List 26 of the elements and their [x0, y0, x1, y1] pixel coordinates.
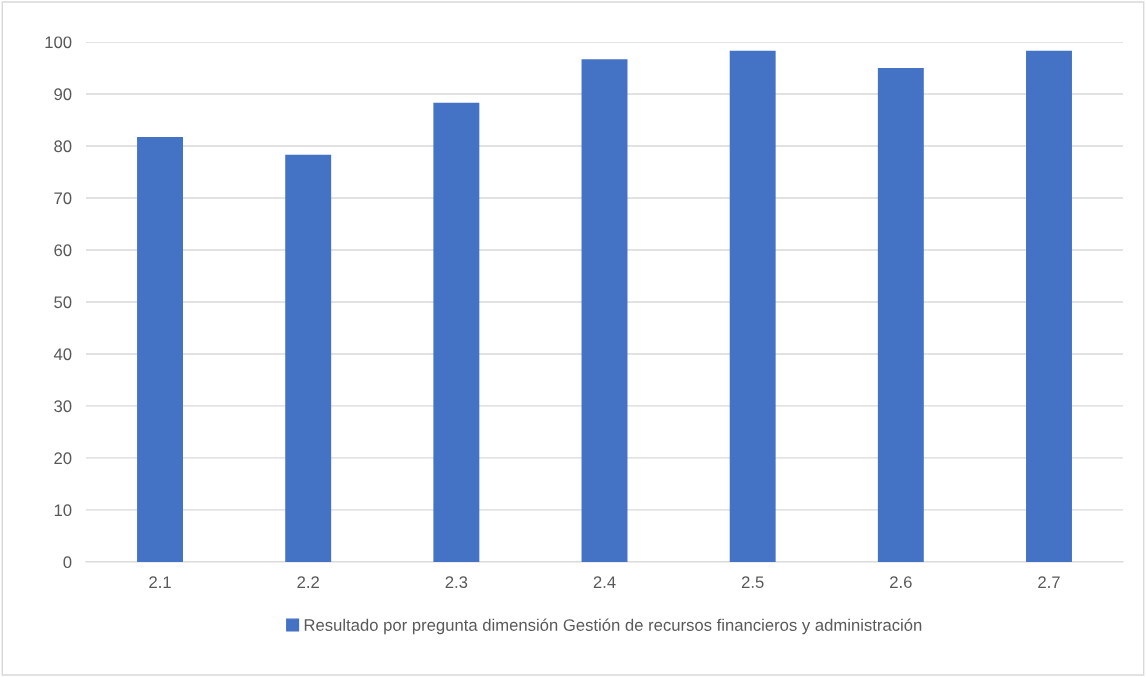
bar — [581, 59, 628, 562]
x-tick-label: 2.5 — [741, 576, 764, 589]
legend-label: Resultado por pregunta dimensión Gestión de recursos financieros y administración — [304, 618, 922, 635]
y-tick-label: 20 — [54, 452, 72, 465]
y-tick-label: 80 — [54, 140, 72, 153]
y-tick-label: 100 — [45, 36, 72, 49]
x-tick-label: 2.2 — [297, 576, 319, 588]
y-tick-label: 10 — [54, 504, 72, 517]
bar — [729, 50, 776, 562]
bar — [137, 137, 183, 562]
x-tick-label: 2.7 — [1038, 576, 1060, 588]
x-tick-label: 2.6 — [890, 576, 912, 589]
bar — [877, 67, 924, 562]
y-tick-label: 50 — [54, 296, 72, 309]
bar — [285, 154, 332, 562]
x-tick-label: 2.1 — [149, 576, 171, 588]
x-tick-label: 2.3 — [445, 576, 468, 589]
y-tick-label: 60 — [54, 244, 72, 257]
y-tick-label: 0 — [63, 556, 72, 569]
x-tick-label: 2.4 — [593, 576, 616, 588]
y-tick-label: 70 — [54, 192, 72, 205]
y-tick-label: 40 — [53, 348, 72, 361]
y-tick-label: 90 — [54, 88, 72, 101]
bar — [433, 102, 480, 562]
bar — [1026, 50, 1072, 562]
y-tick-label: 30 — [54, 400, 72, 413]
